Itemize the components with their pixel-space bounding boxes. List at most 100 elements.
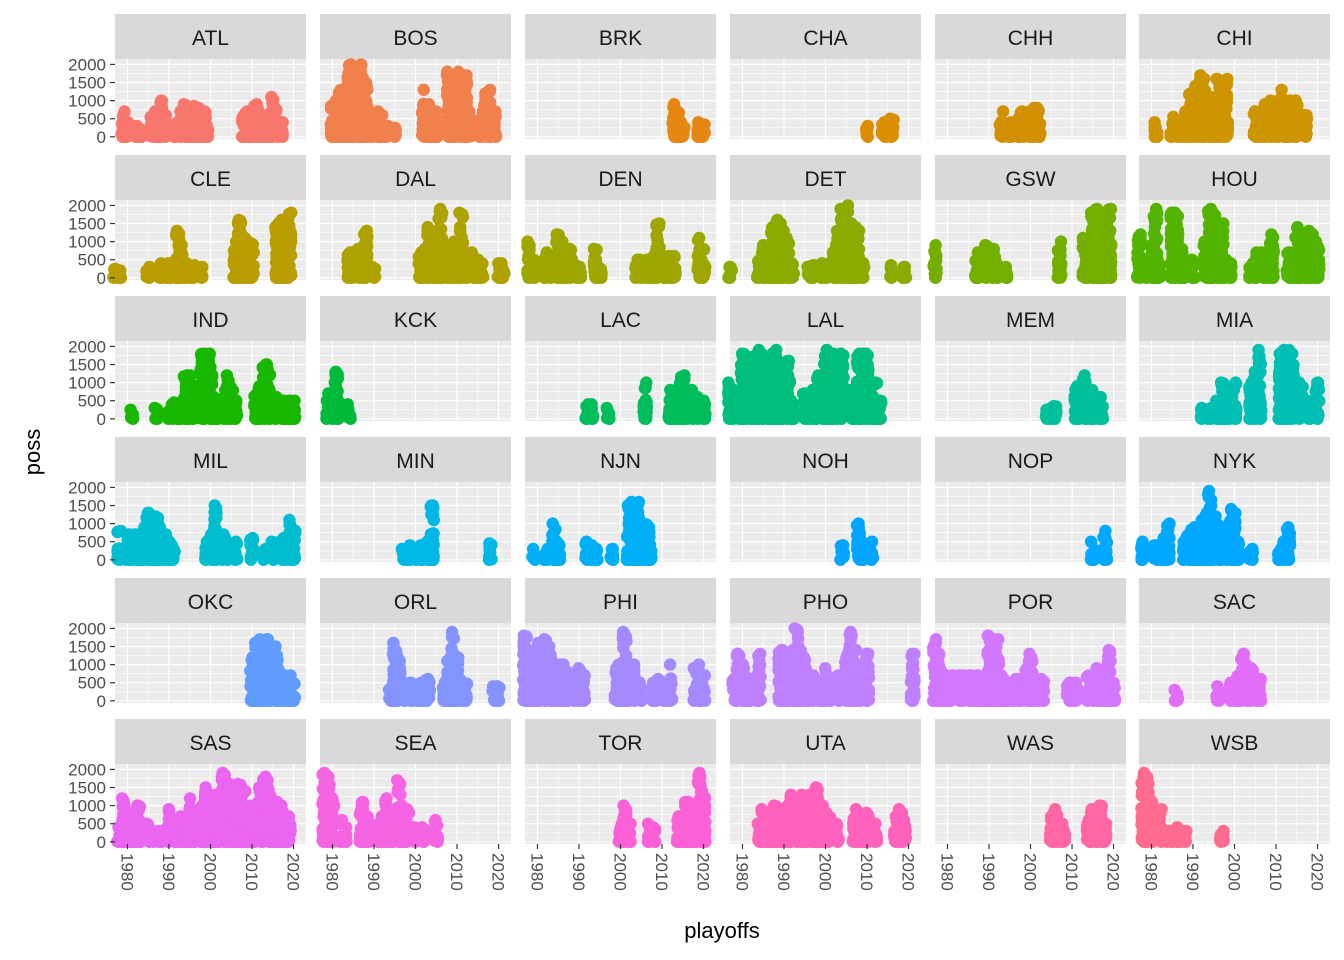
data-point <box>1220 88 1234 102</box>
data-point <box>860 129 874 142</box>
data-points <box>324 58 503 143</box>
data-point <box>786 271 799 284</box>
y-tick-label: 0 <box>97 269 106 288</box>
data-point <box>476 257 489 270</box>
facet-panel-den: DEN <box>521 155 716 284</box>
data-point <box>851 227 865 240</box>
facet-panel-gsw: GSW <box>927 155 1126 284</box>
data-point <box>125 411 138 424</box>
data-point <box>698 118 711 131</box>
data-point <box>677 128 690 141</box>
data-point <box>1169 223 1182 237</box>
data-points <box>666 98 711 143</box>
data-point <box>389 127 402 140</box>
data-point <box>359 241 373 255</box>
facet-panel-chh: CHH <box>935 14 1126 143</box>
facet-panel-brk: BRK <box>525 14 716 143</box>
y-tick-label: 2000 <box>68 55 106 74</box>
y-tick-label: 1000 <box>68 92 106 111</box>
data-point <box>987 242 1000 256</box>
data-point <box>282 207 296 221</box>
data-point <box>1151 207 1164 220</box>
data-point <box>270 104 283 118</box>
data-point <box>896 269 910 283</box>
data-point <box>595 271 608 284</box>
data-point <box>198 126 211 140</box>
y-tick-label: 0 <box>97 128 106 147</box>
data-point <box>361 230 374 244</box>
data-point <box>652 220 666 233</box>
data-point <box>1031 107 1044 121</box>
data-point <box>244 271 258 284</box>
data-point <box>234 218 247 231</box>
data-point <box>155 94 169 108</box>
facet-strip <box>115 14 306 59</box>
data-point <box>698 266 712 279</box>
y-tick-label: 500 <box>78 110 106 129</box>
data-point <box>195 269 209 282</box>
data-point <box>1103 249 1116 263</box>
y-tick-label: 1500 <box>68 215 106 234</box>
data-point <box>1104 264 1117 277</box>
facet-strip-label: GSW <box>1005 168 1055 191</box>
facet-strip <box>525 14 716 59</box>
data-point <box>498 267 511 280</box>
data-point <box>488 110 502 123</box>
facet-strip-label: BRK <box>599 27 642 50</box>
facet-panel-bos: BOS <box>320 14 511 143</box>
facet-strip-label: CHI <box>1216 27 1252 50</box>
facet-panel-det: DET <box>722 155 921 284</box>
data-point <box>359 98 372 111</box>
facet-strip-label: BOS <box>393 27 437 50</box>
data-point <box>930 249 943 262</box>
data-point <box>998 267 1011 281</box>
data-point <box>1152 263 1166 276</box>
data-point <box>1102 236 1116 250</box>
data-point <box>1299 113 1312 127</box>
data-point <box>1054 271 1067 284</box>
data-point <box>781 236 795 249</box>
data-point <box>1265 257 1278 270</box>
data-point <box>428 107 442 120</box>
data-point <box>1198 72 1211 86</box>
y-tick-label: 2000 <box>68 196 106 215</box>
facet-strip-label: DET <box>805 168 847 191</box>
facet-panel-hou: HOU <box>1130 155 1330 284</box>
data-point <box>1266 245 1280 258</box>
data-point <box>171 225 184 238</box>
facet-strip-label: CLE <box>190 168 231 191</box>
data-point <box>431 117 445 130</box>
data-point <box>885 267 898 280</box>
facet-strip-label: HOU <box>1211 168 1258 191</box>
data-points <box>115 90 289 143</box>
data-point <box>1149 126 1162 139</box>
data-point <box>135 125 148 138</box>
data-point <box>368 262 382 275</box>
data-point <box>433 230 447 243</box>
data-point <box>857 262 870 276</box>
data-point <box>486 121 500 134</box>
data-point <box>284 266 297 279</box>
data-point <box>723 261 737 274</box>
data-point <box>246 248 259 261</box>
data-point <box>1220 102 1233 115</box>
data-point <box>198 109 211 123</box>
data-point <box>1186 261 1200 274</box>
facet-strip-label: IND <box>192 309 228 332</box>
y-tick-label: 1500 <box>68 74 106 93</box>
data-point <box>1148 221 1162 234</box>
data-point <box>1132 230 1145 244</box>
data-point <box>929 268 943 281</box>
facet-strip <box>320 14 511 59</box>
data-point <box>281 241 295 255</box>
data-point <box>527 254 541 267</box>
data-point <box>1298 125 1312 138</box>
data-point <box>564 243 578 257</box>
facet-strip-label: DEN <box>598 168 642 191</box>
data-point <box>1103 211 1117 224</box>
facet-panel-chi: CHI <box>1139 14 1330 143</box>
